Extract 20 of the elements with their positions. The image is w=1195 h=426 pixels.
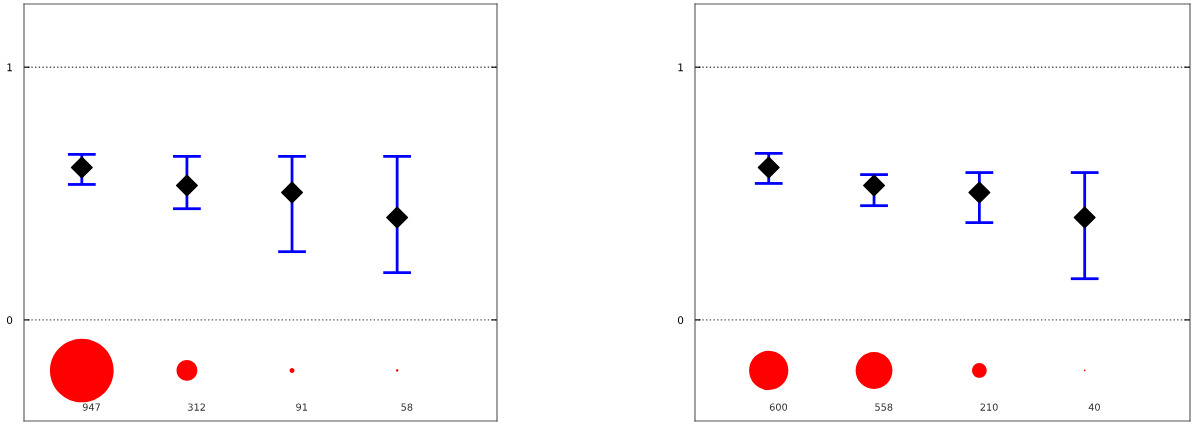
point — [386, 206, 409, 229]
point — [757, 156, 780, 179]
annotation: 58 — [401, 403, 413, 411]
annotation: 40 — [1088, 403, 1100, 411]
y-tick-label: 0 — [677, 316, 684, 325]
annotation: 210 — [980, 403, 998, 411]
point — [863, 174, 886, 197]
y-tick-label: 1 — [678, 63, 683, 72]
y-tick-label: 1 — [7, 63, 12, 72]
annotation: 312 — [188, 403, 205, 411]
annotation: 600 — [769, 403, 788, 411]
y-tick-label: 0 — [6, 316, 13, 325]
point — [281, 181, 304, 204]
annotation: 947 — [82, 403, 100, 411]
point — [1073, 206, 1096, 229]
annotation: 558 — [875, 403, 893, 411]
point — [968, 181, 991, 204]
point — [70, 156, 93, 179]
annotation: 91 — [296, 403, 308, 411]
point — [175, 174, 198, 197]
